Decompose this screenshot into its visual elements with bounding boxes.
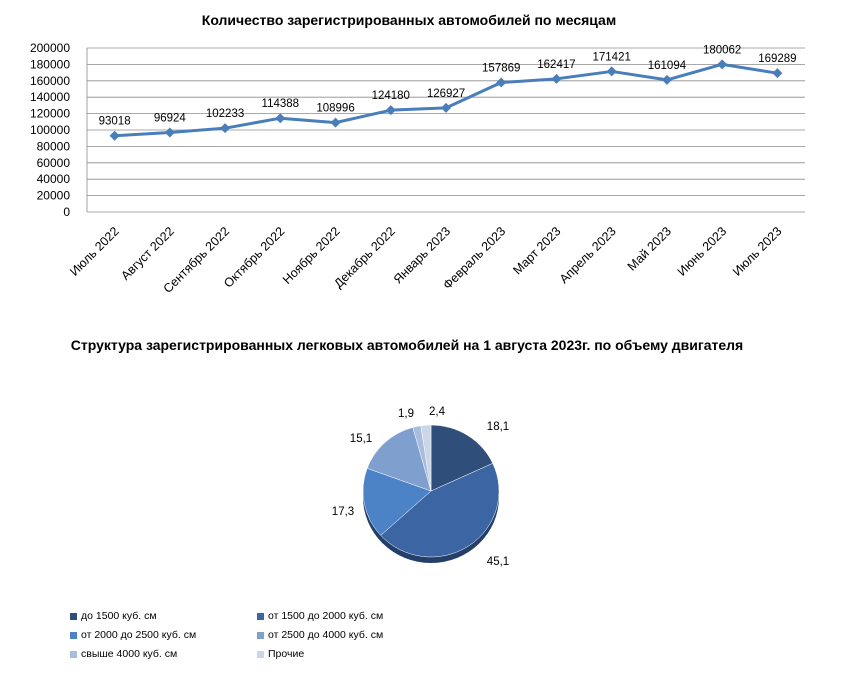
- legend-swatch: [257, 631, 264, 639]
- data-label: 157869: [482, 63, 520, 75]
- y-tick-label: 60000: [37, 156, 71, 170]
- legend-item: Прочие: [257, 648, 304, 660]
- pie-slice-label: 45,1: [487, 556, 509, 568]
- data-label: 108996: [316, 103, 354, 115]
- y-tick-label: 0: [63, 205, 70, 219]
- data-label: 126927: [427, 88, 465, 100]
- x-tick-label: Апрель 2023: [557, 224, 619, 286]
- x-tick-label: Январь 2023: [391, 224, 453, 286]
- data-label: 93018: [99, 116, 131, 128]
- pie-slice-label: 1,9: [398, 408, 414, 420]
- data-label: 169289: [758, 53, 796, 65]
- y-tick-label: 40000: [37, 172, 71, 186]
- x-tick-label: Июль 2022: [67, 224, 122, 279]
- pie-slice-label: 2,4: [429, 406, 446, 418]
- y-tick-label: 100000: [30, 123, 70, 137]
- pie-slice: [420, 424, 432, 492]
- line-chart-title: Количество зарегистрированных автомобиле…: [202, 12, 616, 28]
- data-label: 96924: [154, 113, 187, 125]
- pie-slice-label: 15,1: [350, 433, 372, 445]
- x-tick-label: Июль 2023: [730, 224, 785, 279]
- y-tick-label: 160000: [30, 74, 70, 88]
- data-label: 171421: [593, 51, 631, 63]
- data-label: 102233: [206, 108, 244, 120]
- legend-item: до 1500 куб. см: [70, 610, 157, 622]
- x-tick-label: Ноябрь 2022: [280, 224, 343, 287]
- data-point: [606, 66, 617, 77]
- data-point: [330, 117, 341, 128]
- data-label: 114388: [262, 98, 300, 110]
- legend-swatch: [70, 612, 77, 620]
- x-tick-label: Март 2023: [510, 224, 563, 277]
- line-chart-series: [109, 59, 783, 141]
- data-point: [661, 74, 672, 85]
- legend-label: от 1500 до 2000 куб. см: [268, 610, 384, 622]
- y-tick-label: 80000: [37, 139, 71, 153]
- legend-item: от 2000 до 2500 куб. см: [70, 629, 196, 641]
- data-point: [496, 77, 507, 88]
- legend-swatch: [70, 631, 77, 639]
- legend-label: Прочие: [268, 648, 305, 660]
- data-label: 162417: [537, 59, 575, 71]
- data-point: [109, 130, 120, 141]
- data-point: [441, 102, 451, 113]
- x-tick-label: Май 2023: [625, 224, 674, 273]
- data-label: 180062: [703, 44, 741, 56]
- y-tick-label: 180000: [30, 57, 70, 71]
- data-point: [275, 113, 286, 124]
- legend-item: от 2500 до 4000 куб. см: [257, 629, 383, 641]
- pie-slice: [380, 463, 500, 558]
- pie-chart: 18,1 45,1 17,3 15,1 1,9 2,4: [332, 406, 509, 568]
- legend-swatch: [70, 650, 77, 658]
- data-point: [551, 73, 562, 84]
- legend-label: свыше 4000 куб. см: [81, 648, 178, 660]
- line-chart-data-labels: 93018 96924 102233 114388 108996 124180 126927…: [99, 44, 797, 127]
- legend-label: до 1500 куб. см: [81, 610, 157, 622]
- data-point: [385, 105, 396, 116]
- legend-item: от 1500 до 2000 куб. см: [257, 610, 383, 622]
- data-point: [717, 59, 728, 70]
- line-chart-y-axis: 0 20000 40000 60000 80000 100000 120000 140000 1…: [30, 41, 70, 219]
- data-label: 124180: [372, 90, 410, 102]
- pie-chart-title: Структура зарегистрированных легковых ав…: [71, 337, 743, 353]
- data-point: [220, 123, 231, 134]
- y-tick-label: 20000: [37, 189, 71, 203]
- pie-slice-label: 18,1: [487, 421, 509, 433]
- pie-slice: [366, 427, 432, 492]
- data-point: [164, 127, 175, 138]
- x-tick-label: Июнь 2023: [675, 224, 730, 279]
- data-point: [772, 68, 783, 79]
- series-line: [114, 62, 778, 138]
- legend-label: от 2000 до 2500 куб. см: [81, 629, 197, 641]
- legend-swatch: [257, 650, 264, 658]
- y-tick-label: 140000: [30, 90, 70, 104]
- legend-item: свыше 4000 куб. см: [70, 648, 177, 660]
- pie-slice-label: 17,3: [332, 506, 354, 518]
- data-label: 161094: [648, 60, 687, 72]
- x-tick-label: Август 2022: [118, 224, 177, 283]
- y-tick-label: 120000: [30, 107, 70, 121]
- y-tick-label: 200000: [30, 41, 70, 55]
- pie-slice: [430, 424, 494, 492]
- legend-swatch: [257, 612, 264, 620]
- legend-label: от 2500 до 4000 куб. см: [268, 629, 384, 641]
